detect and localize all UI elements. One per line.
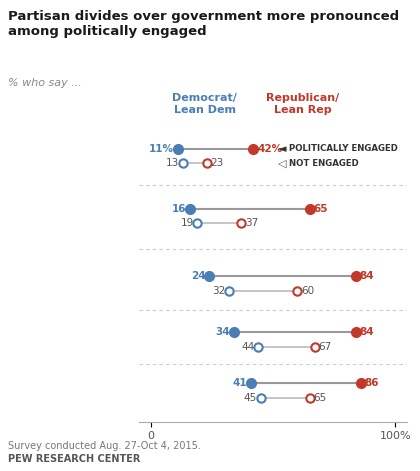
Text: 13: 13 <box>165 158 179 169</box>
Text: Partisan divides over government more pronounced
among politically engaged: Partisan divides over government more pr… <box>8 10 399 38</box>
Text: 34: 34 <box>215 327 230 337</box>
Text: 24: 24 <box>191 271 206 281</box>
Text: NOT ENGAGED: NOT ENGAGED <box>289 159 359 168</box>
Text: Democrat/
Lean Dem: Democrat/ Lean Dem <box>172 93 237 114</box>
Text: 44: 44 <box>241 341 255 352</box>
Text: 65: 65 <box>313 393 327 403</box>
Text: 86: 86 <box>365 378 379 388</box>
Text: 19: 19 <box>180 218 194 228</box>
Text: 11%: 11% <box>149 144 174 154</box>
Text: Republican/
Lean Rep: Republican/ Lean Rep <box>266 93 339 114</box>
Text: 42%: 42% <box>257 144 282 154</box>
Text: PEW RESEARCH CENTER: PEW RESEARCH CENTER <box>8 455 141 464</box>
Text: 37: 37 <box>245 218 258 228</box>
Text: % who say ...: % who say ... <box>8 78 82 88</box>
Text: 84: 84 <box>360 327 374 337</box>
Text: 23: 23 <box>211 158 224 169</box>
Text: POLITICALLY ENGAGED: POLITICALLY ENGAGED <box>289 145 398 154</box>
Text: 65: 65 <box>313 204 328 214</box>
Text: ◁: ◁ <box>278 158 286 169</box>
Text: 32: 32 <box>212 286 226 296</box>
Text: 45: 45 <box>244 393 257 403</box>
Text: 16: 16 <box>172 204 186 214</box>
Text: Survey conducted Aug. 27-Oct 4, 2015.: Survey conducted Aug. 27-Oct 4, 2015. <box>8 441 201 451</box>
Text: 60: 60 <box>301 286 314 296</box>
Text: 67: 67 <box>318 341 331 352</box>
Text: 41: 41 <box>233 378 247 388</box>
Text: ◄: ◄ <box>278 144 286 154</box>
Text: 84: 84 <box>360 271 374 281</box>
